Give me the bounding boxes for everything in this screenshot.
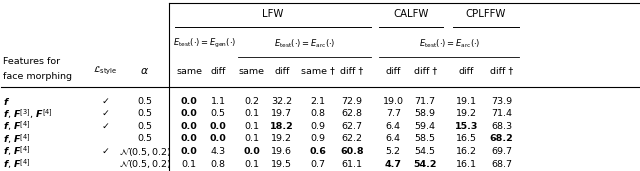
- Text: 68.2: 68.2: [490, 134, 513, 143]
- Text: 5.2: 5.2: [386, 147, 401, 156]
- Text: LFW: LFW: [262, 9, 284, 19]
- Text: $\checkmark$: $\checkmark$: [101, 109, 109, 118]
- Text: 6.4: 6.4: [386, 134, 401, 143]
- Text: 18.2: 18.2: [270, 122, 294, 131]
- Text: Features for: Features for: [3, 57, 60, 66]
- Text: 0.9: 0.9: [310, 122, 326, 131]
- Text: $\boldsymbol{f}$, $\boldsymbol{F}^{[3]}$, $\boldsymbol{F}^{[4]}$: $\boldsymbol{f}$, $\boldsymbol{F}^{[3]}$…: [3, 107, 53, 121]
- Text: 0.1: 0.1: [244, 122, 259, 131]
- Text: 6.4: 6.4: [386, 122, 401, 131]
- Text: 0.1: 0.1: [244, 160, 259, 169]
- Text: 19.6: 19.6: [271, 147, 292, 156]
- Text: $\mathcal{L}_{\mathrm{style}}$: $\mathcal{L}_{\mathrm{style}}$: [93, 65, 117, 77]
- Text: $E_{\mathrm{test}}(\cdot) = E_{\mathrm{arc}}(\cdot)$: $E_{\mathrm{test}}(\cdot) = E_{\mathrm{a…: [274, 37, 335, 50]
- Text: same: same: [177, 67, 202, 76]
- Text: CALFW: CALFW: [394, 9, 429, 19]
- Text: $\alpha$: $\alpha$: [140, 66, 149, 76]
- Text: face morphing: face morphing: [3, 72, 72, 81]
- Text: 71.7: 71.7: [415, 97, 436, 106]
- Text: 4.7: 4.7: [385, 160, 402, 169]
- Text: 62.8: 62.8: [341, 109, 362, 118]
- Text: 2.1: 2.1: [310, 97, 326, 106]
- Text: $E_{\mathrm{test}}(\cdot) = E_{\mathrm{arc}}(\cdot)$: $E_{\mathrm{test}}(\cdot) = E_{\mathrm{a…: [419, 37, 480, 50]
- Text: 16.5: 16.5: [456, 134, 477, 143]
- Text: 0.0: 0.0: [243, 147, 260, 156]
- Text: 0.8: 0.8: [211, 160, 225, 169]
- Text: 0.6: 0.6: [310, 147, 326, 156]
- Text: diff †: diff †: [340, 67, 364, 76]
- Text: 15.3: 15.3: [455, 122, 478, 131]
- Text: 19.2: 19.2: [271, 134, 292, 143]
- Text: $\mathcal{N}(0.5, 0.2)$: $\mathcal{N}(0.5, 0.2)$: [118, 158, 171, 170]
- Text: $\mathcal{N}(0.5, 0.2)$: $\mathcal{N}(0.5, 0.2)$: [118, 146, 171, 157]
- Text: same †: same †: [301, 67, 335, 76]
- Text: 16.1: 16.1: [456, 160, 477, 169]
- Text: 68.7: 68.7: [491, 160, 512, 169]
- Text: 0.7: 0.7: [310, 160, 326, 169]
- Text: diff: diff: [274, 67, 289, 76]
- Text: 0.1: 0.1: [244, 109, 259, 118]
- Text: 68.3: 68.3: [491, 122, 512, 131]
- Text: 0.0: 0.0: [181, 147, 198, 156]
- Text: 0.0: 0.0: [181, 122, 198, 131]
- Text: diff †: diff †: [413, 67, 436, 76]
- Text: 62.7: 62.7: [341, 122, 362, 131]
- Text: 19.1: 19.1: [456, 97, 477, 106]
- Text: $\boldsymbol{f}$, $\boldsymbol{F}^{[4]}$: $\boldsymbol{f}$, $\boldsymbol{F}^{[4]}$: [3, 132, 31, 146]
- Text: 0.8: 0.8: [310, 109, 326, 118]
- Text: 19.2: 19.2: [456, 109, 477, 118]
- Text: 69.7: 69.7: [491, 147, 512, 156]
- Text: 0.5: 0.5: [137, 97, 152, 106]
- Text: 32.2: 32.2: [271, 97, 292, 106]
- Text: diff: diff: [211, 67, 226, 76]
- Text: $\checkmark$: $\checkmark$: [101, 97, 109, 106]
- Text: 60.8: 60.8: [340, 147, 364, 156]
- Text: 0.0: 0.0: [181, 109, 198, 118]
- Text: $\checkmark$: $\checkmark$: [101, 147, 109, 156]
- Text: $\boldsymbol{f}$, $\boldsymbol{F}^{[4]}$: $\boldsymbol{f}$, $\boldsymbol{F}^{[4]}$: [3, 145, 31, 158]
- Text: 71.4: 71.4: [491, 109, 512, 118]
- Text: 54.2: 54.2: [413, 160, 437, 169]
- Text: 16.2: 16.2: [456, 147, 477, 156]
- Text: 0.1: 0.1: [182, 160, 197, 169]
- Text: $\boldsymbol{f}$, $\boldsymbol{F}^{[4]}$: $\boldsymbol{f}$, $\boldsymbol{F}^{[4]}$: [3, 157, 31, 171]
- Text: 0.5: 0.5: [137, 109, 152, 118]
- Text: 1.1: 1.1: [211, 97, 225, 106]
- Text: diff †: diff †: [490, 67, 513, 76]
- Text: 0.0: 0.0: [181, 97, 198, 106]
- Text: 73.9: 73.9: [491, 97, 512, 106]
- Text: $\boldsymbol{f}$, $\boldsymbol{F}^{[4]}$: $\boldsymbol{f}$, $\boldsymbol{F}^{[4]}$: [3, 120, 31, 133]
- Text: 58.9: 58.9: [415, 109, 436, 118]
- Text: $\checkmark$: $\checkmark$: [101, 122, 109, 131]
- Text: 0.0: 0.0: [210, 122, 227, 131]
- Text: $E_{\mathrm{test}}(\cdot) = E_{\mathrm{gen}}(\cdot)$: $E_{\mathrm{test}}(\cdot) = E_{\mathrm{g…: [173, 37, 236, 50]
- Text: 0.5: 0.5: [137, 122, 152, 131]
- Text: 61.1: 61.1: [341, 160, 362, 169]
- Text: 0.1: 0.1: [244, 134, 259, 143]
- Text: $\boldsymbol{f}$: $\boldsymbol{f}$: [3, 96, 10, 107]
- Text: 0.5: 0.5: [211, 109, 225, 118]
- Text: 19.5: 19.5: [271, 160, 292, 169]
- Text: diff: diff: [385, 67, 401, 76]
- Text: 19.7: 19.7: [271, 109, 292, 118]
- Text: 0.5: 0.5: [137, 134, 152, 143]
- Text: 7.7: 7.7: [386, 109, 401, 118]
- Text: 59.4: 59.4: [415, 122, 436, 131]
- Text: 19.0: 19.0: [383, 97, 404, 106]
- Text: 62.2: 62.2: [341, 134, 362, 143]
- Text: 54.5: 54.5: [415, 147, 436, 156]
- Text: 0.0: 0.0: [210, 134, 227, 143]
- Text: 0.2: 0.2: [244, 97, 259, 106]
- Text: 0.9: 0.9: [310, 134, 326, 143]
- Text: same: same: [239, 67, 265, 76]
- Text: 72.9: 72.9: [341, 97, 362, 106]
- Text: CPLFFW: CPLFFW: [466, 9, 506, 19]
- Text: 58.5: 58.5: [415, 134, 436, 143]
- Text: 4.3: 4.3: [211, 147, 226, 156]
- Text: 0.0: 0.0: [181, 134, 198, 143]
- Text: diff: diff: [459, 67, 474, 76]
